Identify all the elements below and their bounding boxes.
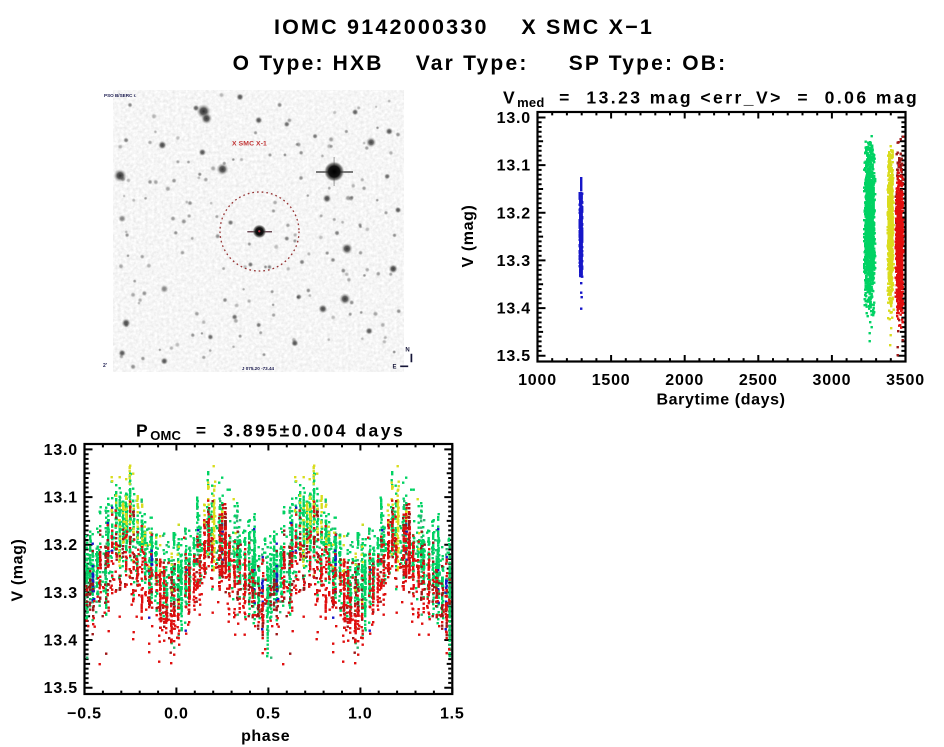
- svg-text:J 075.20 -73.44: J 075.20 -73.44: [242, 366, 275, 371]
- svg-text:1000: 1000: [518, 372, 557, 389]
- svg-text:IOMC 9142000330 X SMC X−1: IOMC 9142000330 X SMC X−1: [274, 15, 654, 39]
- svg-text:POMC = 3.895±0.004 days: POMC = 3.895±0.004 days: [136, 421, 405, 444]
- svg-text:3500: 3500: [886, 372, 925, 389]
- svg-text:13.4: 13.4: [497, 301, 531, 318]
- svg-text:X SMC X-1: X SMC X-1: [232, 141, 267, 148]
- svg-text:2500: 2500: [739, 372, 778, 389]
- svg-text:N: N: [405, 348, 409, 354]
- svg-text:13.4: 13.4: [44, 633, 78, 650]
- svg-text:13.0: 13.0: [497, 110, 531, 127]
- svg-text:13.1: 13.1: [497, 158, 531, 175]
- svg-text:0.0: 0.0: [164, 706, 189, 723]
- svg-text:3000: 3000: [813, 372, 852, 389]
- svg-text:2000: 2000: [665, 372, 704, 389]
- svg-text:0.5: 0.5: [256, 706, 281, 723]
- svg-text:−0.5: −0.5: [67, 706, 102, 723]
- svg-text:13.2: 13.2: [44, 537, 78, 554]
- svg-text:Barytime (days): Barytime (days): [656, 392, 785, 409]
- svg-text:13.3: 13.3: [44, 585, 78, 602]
- svg-text:13.5: 13.5: [44, 680, 78, 697]
- svg-text:13.3: 13.3: [497, 253, 531, 270]
- svg-text:phase: phase: [241, 728, 290, 745]
- svg-text:13.1: 13.1: [44, 490, 78, 507]
- svg-text:O Type: HXB Var Type: S: O Type: HXB Var Type: SP Type: OB:: [233, 52, 728, 75]
- svg-text:V (mag): V (mag): [10, 539, 27, 602]
- svg-text:1.0: 1.0: [348, 706, 373, 723]
- svg-text:2′: 2′: [103, 363, 108, 369]
- svg-text:13.5: 13.5: [497, 348, 531, 365]
- svg-text:V (mag): V (mag): [460, 205, 477, 268]
- svg-text:1500: 1500: [592, 372, 631, 389]
- svg-text:13.2: 13.2: [497, 205, 531, 222]
- svg-text:E: E: [392, 365, 396, 371]
- svg-text:Vmed = 13.23 mag <err_V> =: Vmed = 13.23 mag <err_V> = 0.06 mag: [503, 88, 919, 111]
- svg-text:PSO B/SERC r.: PSO B/SERC r.: [104, 93, 136, 98]
- svg-text:1.5: 1.5: [440, 706, 465, 723]
- svg-text:13.0: 13.0: [44, 442, 78, 459]
